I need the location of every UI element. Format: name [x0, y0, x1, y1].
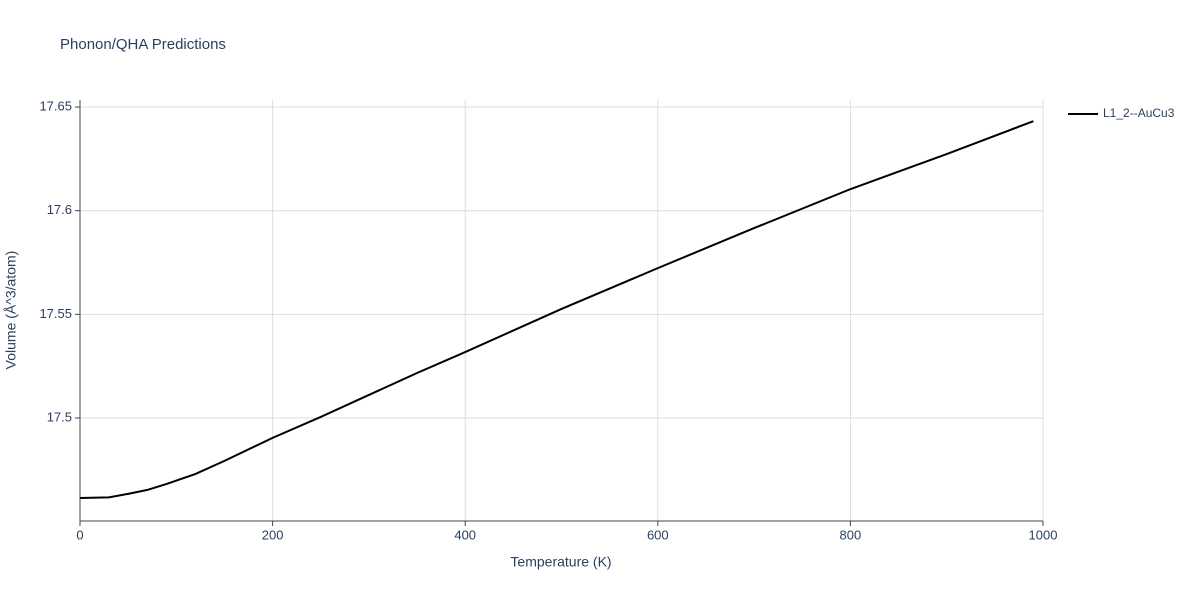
chart-title: Phonon/QHA Predictions	[60, 36, 226, 53]
line-series	[79, 120, 1034, 499]
x-axis-label: Temperature (K)	[510, 554, 611, 570]
y-tick-label: 17.6	[47, 202, 72, 217]
x-tick-label: 600	[647, 527, 669, 542]
y-tick-label: 17.5	[47, 409, 72, 424]
y-axis-label: Volume (Å^3/atom)	[3, 251, 19, 370]
y-tick-label: 17.55	[39, 306, 72, 321]
x-tick-label: 0	[76, 527, 83, 542]
x-tick-label: 400	[454, 527, 476, 542]
x-tick-label: 1000	[1029, 527, 1058, 542]
x-tick-label: 800	[840, 527, 862, 542]
x-tick-label: 200	[262, 527, 284, 542]
y-tick-label: 17.65	[39, 98, 72, 113]
legend-label: L1_2--AuCu3	[1103, 106, 1175, 120]
